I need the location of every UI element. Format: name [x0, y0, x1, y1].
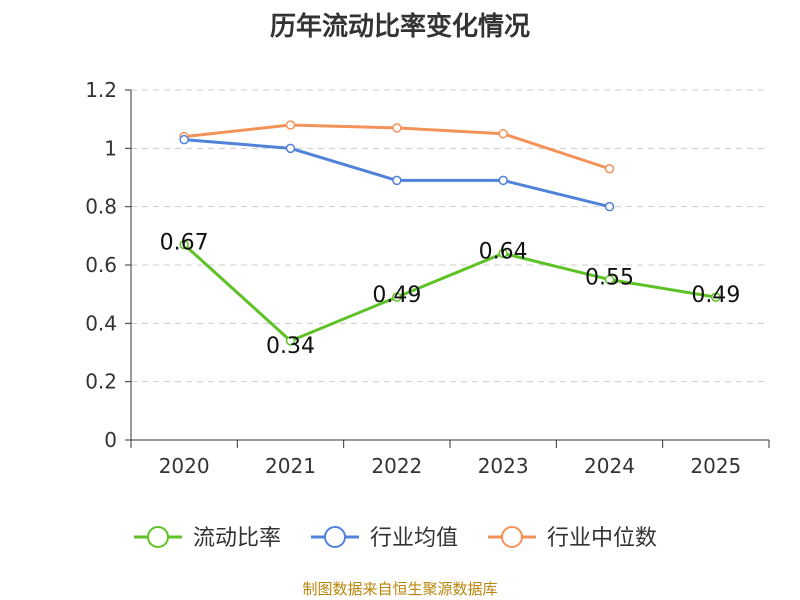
data-label: 0.34: [266, 334, 315, 359]
data-point: [179, 134, 189, 145]
x-tick-label: 2024: [584, 454, 635, 478]
y-tick-label: 0.4: [85, 311, 117, 335]
data-label: 0.49: [372, 283, 421, 308]
legend-label: 行业中位数: [547, 526, 657, 551]
legend: 流动比率 行业均值 行业中位数: [134, 526, 657, 551]
data-point: [179, 239, 189, 250]
data-point: [285, 336, 296, 346]
data-source-note: 制图数据来自恒生聚源数据库: [302, 580, 498, 598]
data-point: [285, 120, 296, 130]
chart-title: 历年流动比率变化情况: [269, 12, 530, 42]
y-tick-label: 1: [104, 136, 117, 160]
data-point: [498, 129, 508, 139]
axes: 0 0.2 0.4 0.6 0.8 1 1.2 2020 2021 2022 2023 2024 202…: [85, 78, 770, 478]
grid-lines: [131, 89, 769, 383]
data-label: 0.55: [585, 266, 634, 291]
data-labels: 0.67 0.34 0.49 0.64 0.55 0.49: [160, 231, 741, 359]
x-tick-label: 2025: [690, 454, 741, 478]
series-line: [184, 138, 610, 209]
data-point: [285, 143, 296, 154]
data-label: 0.49: [691, 283, 740, 308]
data-point: [392, 292, 402, 302]
legend-marker: [324, 526, 346, 548]
legend-label: 流动比率: [193, 526, 281, 551]
legend-marker: [147, 526, 169, 548]
data-point: [711, 292, 721, 302]
data-label: 0.67: [160, 231, 209, 256]
data-label: 0.64: [479, 239, 528, 264]
data-point: [392, 123, 402, 133]
data-point: [498, 248, 508, 259]
series-line: [183, 243, 717, 343]
data-point: [604, 201, 615, 212]
y-tick-label: 0.2: [85, 370, 117, 394]
x-tick-label: 2023: [478, 454, 529, 478]
x-tick-label: 2022: [371, 454, 422, 478]
series: [179, 120, 721, 346]
data-point: [604, 274, 615, 285]
y-tick-label: 0.8: [85, 195, 117, 219]
x-tick-label: 2020: [159, 454, 210, 478]
y-tick-label: 0.6: [85, 253, 117, 277]
legend-label: 行业均值: [370, 526, 458, 551]
y-tick-label: 0: [104, 428, 117, 452]
data-point: [604, 164, 615, 174]
data-point: [498, 175, 508, 186]
x-tick-label: 2021: [265, 454, 316, 478]
legend-marker: [501, 526, 523, 548]
y-tick-label: 1.2: [85, 78, 117, 102]
data-point: [392, 175, 402, 186]
